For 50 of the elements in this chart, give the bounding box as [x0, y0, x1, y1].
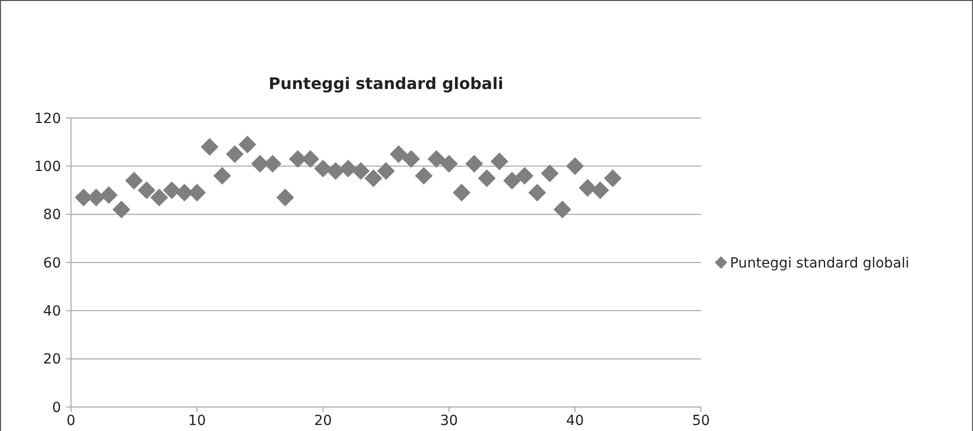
point — [604, 169, 622, 188]
point — [566, 157, 584, 176]
x-tick-label: 50 — [692, 413, 710, 429]
point — [578, 178, 596, 197]
point — [364, 169, 382, 188]
point — [112, 200, 130, 218]
point — [213, 166, 232, 185]
point — [528, 184, 546, 202]
y-tick-label: 0 — [52, 400, 61, 416]
point — [390, 145, 408, 163]
point — [478, 169, 496, 188]
point — [414, 166, 433, 185]
point — [162, 181, 181, 200]
y-tick-label: 40 — [43, 304, 61, 320]
y-tick-label: 60 — [43, 255, 61, 272]
point — [554, 200, 572, 218]
point — [100, 186, 118, 204]
point — [200, 138, 218, 156]
point — [377, 162, 395, 180]
point — [226, 145, 244, 163]
point — [276, 188, 294, 206]
point — [314, 160, 332, 178]
point — [238, 136, 256, 154]
y-tick-label: 100 — [34, 159, 61, 176]
x-tick-label: 20 — [314, 413, 332, 429]
point — [490, 152, 508, 170]
point — [591, 181, 610, 200]
legend-label: Punteggi standard globali — [730, 255, 910, 272]
point — [138, 181, 156, 200]
point — [440, 154, 458, 173]
point — [428, 150, 446, 168]
point — [452, 184, 470, 202]
point — [516, 166, 534, 185]
chart-title: Punteggi standard globali — [268, 74, 504, 93]
point — [326, 162, 344, 180]
point — [125, 172, 143, 190]
point — [150, 188, 168, 206]
point — [503, 172, 521, 190]
point — [465, 154, 484, 173]
point — [339, 160, 358, 178]
x-tick-label: 0 — [66, 413, 76, 429]
x-tick-label: 10 — [188, 413, 206, 429]
x-tick-label: 30 — [440, 413, 458, 429]
y-tick-label: 80 — [43, 207, 61, 224]
x-tick-label: 40 — [566, 413, 584, 429]
y-tick-label: 120 — [34, 110, 61, 127]
y-tick-label: 20 — [43, 352, 61, 368]
point — [540, 164, 559, 182]
point — [402, 150, 420, 168]
point — [352, 162, 370, 180]
